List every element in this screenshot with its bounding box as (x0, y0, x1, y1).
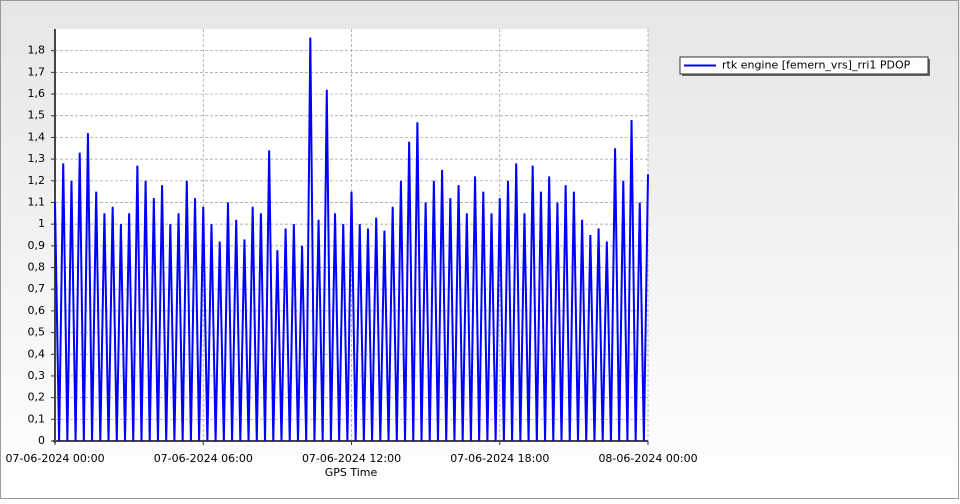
y-tick-label: 1,3 (28, 152, 46, 165)
legend-box (679, 56, 929, 75)
y-tick-label: 1,5 (28, 109, 46, 122)
x-axis-title: GPS Time (325, 466, 378, 479)
x-tick-label: 07-06-2024 06:00 (154, 452, 253, 465)
x-tick-label: 07-06-2024 18:00 (450, 452, 549, 465)
y-tick-label: 1,1 (28, 195, 46, 208)
x-tick-label: 07-06-2024 12:00 (302, 452, 401, 465)
y-tick-label: 0,1 (28, 412, 46, 425)
x-tick-label: 08-06-2024 00:00 (598, 452, 697, 465)
y-tick-label: 0,3 (28, 369, 46, 382)
y-tick-label: 0,2 (28, 391, 46, 404)
legend-label: rtk engine [femern_vrs]_rri1 PDOP (722, 59, 911, 72)
y-tick-label: 0,4 (28, 347, 46, 360)
y-tick-label: 1,4 (28, 130, 46, 143)
data-line (54, 37, 649, 442)
x-tick-label: 07-06-2024 00:00 (5, 452, 104, 465)
y-tick-label: 1,8 (28, 44, 46, 57)
y-tick-label: 0 (38, 434, 45, 447)
y-tick-label: 1,7 (28, 65, 46, 78)
y-tick-label: 1 (38, 217, 45, 230)
y-tick-label: 1,6 (28, 87, 46, 100)
y-tick-label: 1,2 (28, 174, 46, 187)
y-tick-label: 0,5 (28, 326, 46, 339)
y-tick-label: 0,9 (28, 239, 46, 252)
y-tick-label: 0,7 (28, 282, 46, 295)
y-tick-label: 0,6 (28, 304, 46, 317)
y-tick-label: 0,8 (28, 261, 46, 274)
